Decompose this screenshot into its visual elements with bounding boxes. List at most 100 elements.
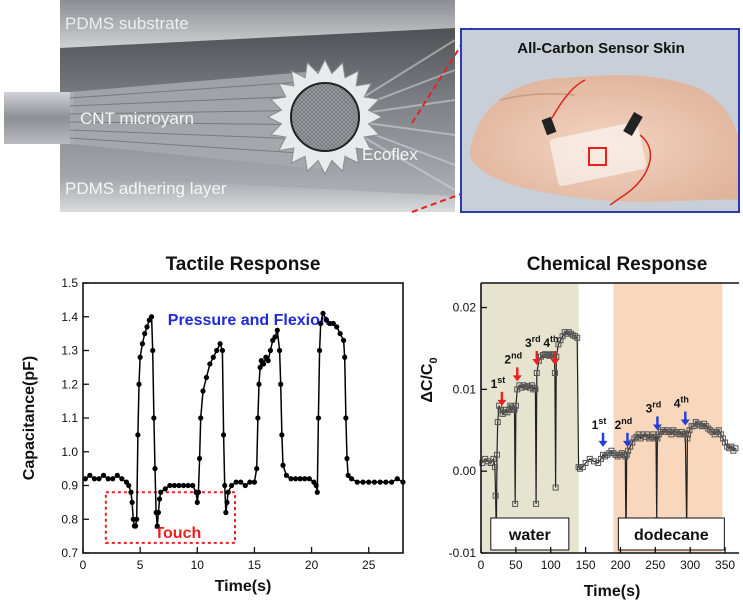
region-label-dodecane: dodecane — [634, 527, 709, 544]
data-point — [100, 472, 107, 478]
water-arrow-head — [512, 375, 522, 382]
water-ordinal-label: 1st — [491, 375, 506, 391]
data-point — [137, 354, 143, 360]
data-point — [156, 496, 163, 502]
data-point — [214, 347, 220, 354]
data-point — [340, 337, 347, 343]
data-point — [196, 455, 203, 462]
data-point — [314, 489, 320, 495]
yarn-stub — [4, 92, 74, 144]
data-point — [158, 489, 164, 495]
data-point — [207, 361, 213, 367]
data-point — [155, 509, 162, 516]
y-tick-label: 0.7 — [61, 546, 78, 560]
data-point — [590, 458, 597, 465]
water-ordinal-label: 2nd — [504, 350, 522, 366]
data-point — [82, 476, 88, 482]
x-tick-label: 0 — [80, 558, 87, 572]
data-point — [623, 451, 630, 458]
electrode-right — [623, 111, 643, 137]
y-tick-label: 0.02 — [453, 301, 477, 315]
data-point — [342, 354, 348, 360]
water-ordinal-label: 4th — [543, 334, 558, 350]
data-point — [283, 472, 290, 478]
label-pdms-substrate: PDMS substrate — [65, 14, 189, 33]
data-point — [265, 358, 271, 364]
y-tick-label: 0.01 — [453, 382, 477, 396]
data-point — [320, 310, 326, 316]
data-point — [176, 482, 182, 489]
data-point — [128, 489, 134, 495]
data-point — [219, 347, 226, 354]
data-point — [512, 402, 519, 409]
x-tick-label: 20 — [305, 558, 319, 572]
data-point — [279, 432, 285, 438]
water-arrow-head — [550, 359, 560, 365]
data-point — [144, 324, 150, 330]
data-point — [490, 455, 497, 462]
x-tick-label: 25 — [362, 558, 376, 572]
data-point — [162, 486, 168, 492]
substrate-slab — [60, 0, 455, 48]
data-point — [345, 472, 351, 478]
data-point — [552, 484, 559, 491]
data-point — [654, 435, 661, 442]
data-point — [105, 476, 111, 482]
x-tick-label: 10 — [191, 558, 205, 572]
data-point — [318, 320, 324, 327]
chart-title: Chemical Response — [527, 254, 708, 275]
data-point — [142, 331, 148, 337]
yarn-cross-section — [290, 82, 360, 152]
data-point — [210, 354, 216, 360]
region-label-box — [490, 517, 570, 551]
data-point — [533, 500, 540, 507]
data-point — [87, 472, 93, 478]
data-point — [254, 466, 260, 472]
x-tick-label: 50 — [509, 558, 523, 572]
data-point — [148, 314, 155, 320]
y-tick-label: 1.2 — [61, 377, 78, 391]
adhering-slab — [60, 175, 455, 212]
data-point — [272, 334, 278, 340]
data-point — [315, 415, 322, 421]
data-point — [225, 489, 231, 495]
water-arrow-head — [532, 359, 542, 365]
label-ecoflex: Ecoflex — [362, 145, 418, 164]
data-point — [167, 482, 173, 489]
data-point — [152, 466, 158, 472]
data-point — [302, 476, 308, 482]
data-point — [267, 347, 274, 354]
data-point — [198, 415, 204, 421]
data-point — [494, 451, 501, 458]
data-point — [91, 476, 98, 482]
data-point — [228, 482, 235, 489]
data-point — [574, 334, 581, 341]
data-point — [256, 381, 262, 387]
data-point — [280, 462, 286, 468]
data-point — [223, 509, 229, 516]
data-point — [394, 476, 400, 482]
data-point — [551, 370, 558, 376]
data-point — [224, 499, 230, 505]
x-tick-label: 350 — [715, 558, 735, 572]
x-tick-label: 200 — [610, 558, 630, 572]
pressure-flexion-label: Pressure and Flexion — [168, 312, 330, 329]
region-label-water: water — [508, 527, 551, 544]
data-point — [531, 384, 538, 391]
dodecane-arrow-head — [680, 419, 690, 426]
data-point — [511, 406, 518, 413]
x-tick-label: 15 — [248, 558, 262, 572]
region-label-box — [617, 517, 725, 551]
data-point — [185, 482, 191, 489]
data-point — [292, 476, 299, 482]
y-tick-label: 1.0 — [61, 445, 78, 459]
data-point — [582, 460, 589, 466]
data-point — [360, 479, 366, 485]
chart-title: Tactile Response — [166, 254, 321, 275]
y-tick-label: -0.01 — [449, 546, 477, 560]
data-point — [200, 388, 206, 394]
data-point — [532, 386, 539, 393]
data-point — [180, 482, 187, 489]
data-point — [134, 516, 140, 522]
